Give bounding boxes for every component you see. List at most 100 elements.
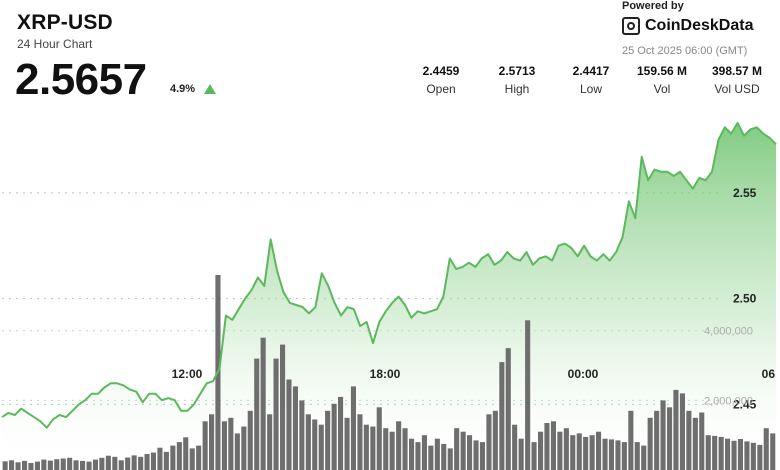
y-tick-label: 2.50 — [733, 292, 757, 306]
volume-bar — [647, 417, 653, 470]
volume-bar — [467, 435, 473, 470]
volume-bar — [176, 442, 182, 470]
volume-bar — [228, 417, 234, 470]
volume-bar — [699, 412, 705, 470]
volume-bar — [563, 428, 569, 470]
x-tick-label: 00:00 — [568, 367, 599, 381]
volume-bar — [312, 419, 318, 470]
volume-bar — [383, 428, 389, 470]
chart-subtitle: 24 Hour Chart — [17, 37, 93, 51]
volume-bar — [486, 414, 492, 470]
volume-bar — [550, 421, 556, 470]
volume-bar — [60, 458, 66, 470]
volume-tick-label: 4,000,000 — [704, 326, 753, 338]
volume-bar — [202, 421, 208, 470]
volume-bar — [479, 442, 485, 470]
volume-bar — [570, 435, 576, 470]
volume-bar — [22, 460, 28, 470]
volume-bar — [363, 424, 369, 470]
x-tick-label: 18:00 — [370, 367, 401, 381]
volume-bar — [628, 410, 634, 470]
volume-bar — [370, 426, 376, 470]
volume-bar — [299, 400, 305, 470]
volume-bar — [750, 442, 756, 470]
volume-bar — [725, 438, 731, 470]
volume-bar — [189, 448, 195, 470]
volume-bar — [518, 438, 524, 470]
volume-bar — [318, 424, 324, 470]
volume-bar — [41, 459, 47, 470]
volume-bar — [92, 459, 98, 470]
volume-bar — [589, 435, 595, 470]
stat-high: 2.5713 High — [477, 64, 557, 96]
volume-bar — [499, 362, 505, 470]
y-tick-label: 2.45 — [733, 397, 757, 411]
volume-bar — [2, 461, 8, 470]
coindesk-logo-icon — [622, 17, 640, 35]
coindesk-logo-text: CoinDeskData — [645, 17, 754, 34]
volume-bar — [654, 410, 660, 470]
volume-bar — [576, 433, 582, 470]
volume-bar — [737, 439, 743, 470]
stat-open-value: 2.4459 — [422, 64, 460, 78]
volume-bar — [125, 457, 131, 470]
volume-bar — [80, 460, 86, 470]
volume-bar — [402, 428, 408, 470]
stat-vol-label: Vol — [653, 82, 671, 96]
volume-bar — [538, 431, 544, 470]
y-tick-label: 2.55 — [733, 186, 757, 200]
volume-bar — [47, 460, 53, 470]
volume-bar — [28, 463, 34, 470]
volume-bar — [99, 457, 105, 470]
volume-bar — [221, 421, 227, 470]
powered-by-label: Powered by — [622, 0, 684, 12]
price-change: 4.9% — [170, 83, 196, 95]
chart-title: XRP-USD — [17, 11, 113, 34]
volume-bar — [15, 462, 21, 470]
volume-bar — [705, 435, 711, 470]
volume-bar — [660, 400, 666, 470]
volume-bar — [602, 438, 608, 470]
volume-bar — [157, 447, 163, 470]
stat-low: 2.4417 Low — [551, 64, 631, 96]
stat-vol-value: 159.56 M — [636, 64, 688, 78]
volume-bar — [731, 440, 737, 470]
volume-bar — [338, 396, 344, 470]
stat-vol-usd-value: 398.57 M — [711, 64, 763, 78]
volume-bar — [434, 438, 440, 470]
volume-bar — [241, 426, 247, 470]
volume-bars — [2, 275, 776, 470]
volume-bar — [286, 379, 292, 470]
volume-bar — [409, 438, 415, 470]
volume-bar — [105, 455, 111, 470]
stat-high-value: 2.5713 — [498, 64, 536, 78]
volume-bar — [163, 451, 169, 470]
volume-bar — [131, 455, 137, 470]
stat-vol: 159.56 M Vol — [622, 64, 702, 96]
volume-bar — [473, 440, 479, 470]
volume-bar — [273, 358, 279, 470]
volume-bar — [757, 444, 763, 470]
up-triangle-icon — [204, 84, 216, 94]
volume-bar — [441, 443, 447, 470]
volume-bar — [621, 442, 627, 470]
volume-bar — [34, 461, 40, 470]
volume-tick-label: 2,000,000 — [704, 395, 753, 407]
chart-timestamp: 25 Oct 2025 06:00 (GMT) — [622, 45, 748, 57]
volume-bar — [170, 445, 176, 470]
volume-bar — [557, 431, 563, 470]
stat-low-value: 2.4417 — [572, 64, 610, 78]
volume-bar — [744, 441, 750, 470]
stat-vol-usd-label: Vol USD — [714, 82, 760, 96]
volume-bar — [73, 460, 79, 470]
volume-bar — [712, 435, 718, 470]
stat-low-label: Low — [579, 82, 602, 96]
volume-bar — [144, 454, 150, 470]
volume-bar — [54, 459, 60, 470]
volume-bar — [596, 431, 602, 470]
volume-bar — [447, 448, 453, 470]
volume-bar — [415, 442, 421, 470]
price-area — [2, 123, 776, 470]
current-price: 2.5657 — [15, 55, 147, 104]
stat-open-label: Open — [426, 82, 456, 96]
